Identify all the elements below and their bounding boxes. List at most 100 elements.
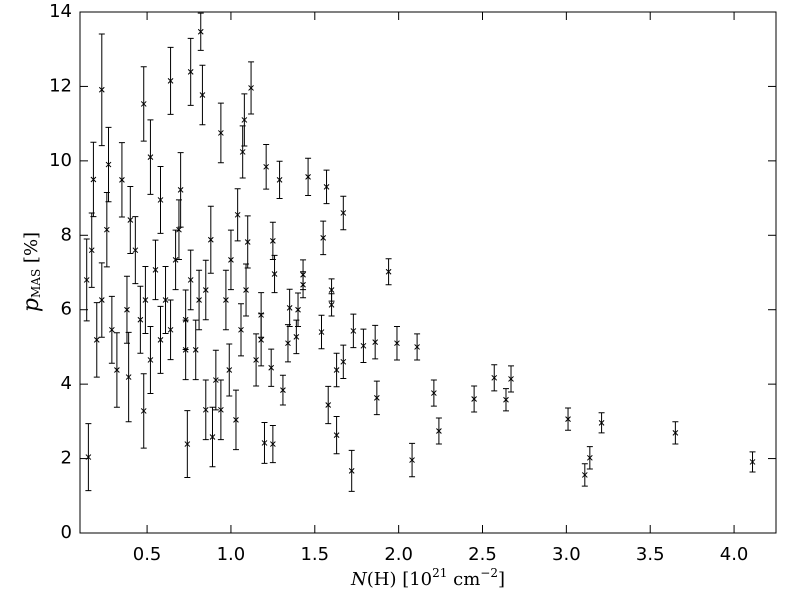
point [197, 28, 204, 35]
point [199, 92, 206, 98]
point [157, 197, 164, 203]
point [300, 281, 306, 288]
point [202, 287, 209, 293]
point [394, 340, 400, 347]
point [167, 326, 174, 333]
x-tick-label: 3.0 [552, 544, 581, 565]
y-tick-label: 6 [61, 299, 72, 320]
y-tick-label: 2 [61, 448, 72, 469]
x-tick-label: 4.0 [720, 544, 749, 565]
point [234, 211, 241, 218]
point [672, 430, 679, 436]
point [192, 347, 199, 353]
point [598, 419, 605, 426]
x-label-unit-exp: −2 [480, 566, 498, 580]
x-tick-label: 3.5 [636, 544, 665, 565]
y-label-symbol: p [19, 298, 44, 312]
y-tick-label: 12 [49, 75, 72, 96]
point [471, 396, 477, 402]
y-axis-label: pMAS [%] [19, 232, 44, 312]
x-label-unit: cm [447, 569, 480, 590]
point [318, 329, 325, 335]
point [328, 287, 335, 293]
y-tick-label: 14 [49, 1, 72, 22]
point [124, 306, 130, 313]
point [258, 337, 264, 343]
point [285, 340, 291, 347]
point [233, 417, 239, 423]
point [127, 217, 134, 223]
point [263, 163, 270, 170]
point [436, 428, 442, 434]
point [140, 408, 147, 414]
x-label-close: ] [498, 569, 505, 590]
point [202, 406, 209, 413]
point [248, 85, 254, 91]
point [276, 176, 283, 183]
point [243, 287, 249, 293]
point [147, 357, 154, 363]
point [253, 357, 259, 363]
x-tick-label: 1.5 [300, 544, 329, 565]
point [508, 376, 514, 382]
point [105, 161, 112, 168]
point [581, 472, 588, 478]
point [226, 367, 233, 373]
point [187, 277, 194, 283]
point [172, 256, 179, 263]
point [409, 457, 415, 463]
x-label-exp: 21 [432, 566, 447, 580]
point [241, 117, 248, 123]
point [162, 297, 169, 303]
point [167, 77, 174, 84]
point [177, 187, 184, 193]
point [109, 326, 115, 333]
point [88, 247, 95, 254]
point [350, 328, 357, 334]
y-label-subscript: MAS [29, 269, 43, 298]
point [238, 326, 244, 333]
point [93, 337, 100, 343]
point [565, 416, 571, 422]
point [323, 184, 330, 190]
x-tick-label: 1.0 [217, 544, 246, 565]
point [385, 268, 392, 275]
point [503, 396, 509, 403]
point [749, 459, 756, 465]
point [98, 86, 105, 93]
point [228, 256, 234, 263]
point [85, 454, 92, 460]
point [152, 267, 159, 273]
point [119, 176, 125, 183]
point [268, 364, 275, 371]
point [142, 297, 149, 303]
point [239, 149, 246, 155]
point [207, 236, 214, 243]
point [132, 247, 139, 254]
point [271, 271, 278, 277]
point [182, 347, 189, 353]
y-tick-label: 4 [61, 373, 72, 394]
point [414, 344, 420, 350]
point [340, 358, 347, 365]
point [340, 210, 347, 216]
x-tick-label: 2.0 [384, 544, 413, 565]
point [431, 390, 437, 396]
point [147, 154, 154, 160]
point [373, 395, 380, 401]
x-label-symbol: N [350, 569, 368, 590]
x-tick-label: 0.5 [133, 544, 162, 565]
point [348, 467, 355, 474]
x-label-text: (H) [10 [367, 569, 432, 590]
point [218, 130, 224, 136]
point [184, 441, 191, 447]
point [328, 302, 335, 308]
point [270, 441, 276, 447]
point [244, 239, 251, 245]
point [295, 306, 301, 313]
point [196, 297, 202, 303]
point [586, 454, 593, 461]
point [125, 374, 132, 380]
point [209, 434, 216, 440]
